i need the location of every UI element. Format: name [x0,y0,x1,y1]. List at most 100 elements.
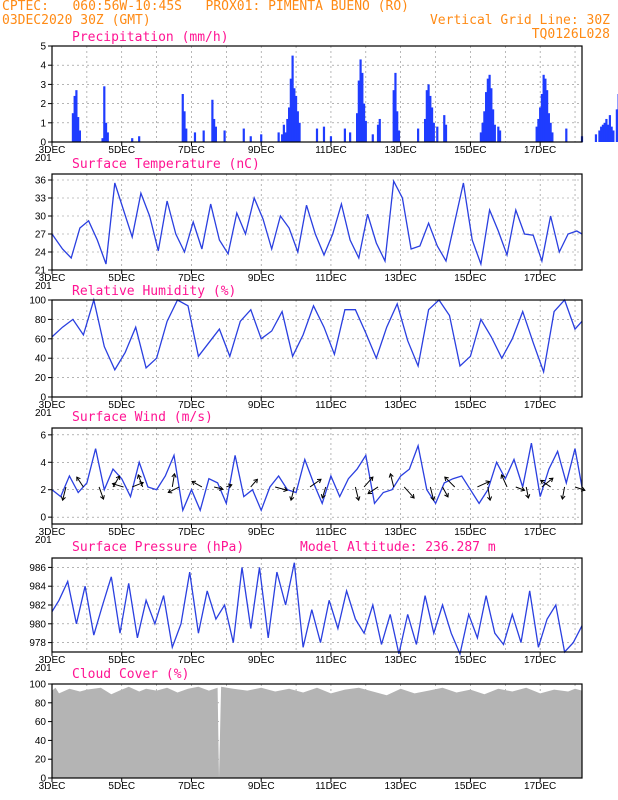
xtick-label: 9DEC [248,273,275,284]
precip-bar [444,124,448,142]
wind-vector [137,474,144,488]
wind-vector-head [539,479,545,485]
xtick-label: 17DEC [524,273,556,284]
ytick-label: 978 [29,638,46,649]
precip-bar [612,130,615,142]
wind-vector [515,486,525,491]
precip-bar [600,126,603,142]
xtick-label: 5DEC [108,145,135,156]
precip-bar [183,111,186,142]
wind-vector-head [115,475,121,481]
wind-vector [487,486,491,501]
precip-bar [605,118,608,142]
precip-bar [542,74,545,142]
ytick-label: 980 [29,619,46,630]
ytick-label: 5 [40,42,46,53]
wind-vector-head [227,483,233,489]
precip-bar [603,122,606,142]
precip-bar [361,72,364,142]
ytick-label: 80 [35,698,47,709]
wind-vector [389,473,395,488]
wind-vector [62,486,67,501]
panel-rh: 0 20 40 60 80 100 3DEC 5DEC 7DEC 9DEC 11DEC 13DEC 15… [29,284,583,419]
precip-bar [535,126,538,142]
ytick-label: 984 [29,582,46,593]
ytick-label: 0 [40,513,46,524]
precip-bar [185,128,188,142]
precip-bar [131,138,134,142]
panel-wind: 0 2 4 6 3DEC 5DEC 7DEC 9DEC 11DEC 13DEC 15DEC 17DEC… [35,410,586,546]
xtick-label: 11DEC [315,655,347,666]
precip-bar [362,103,366,142]
wind-vector-head [60,496,66,502]
precip-bar [394,72,397,142]
wind-vector [226,484,233,488]
wind-vector-head [485,480,491,486]
xtick-label: 3DEC [39,400,66,411]
ytick-label: 100 [29,296,46,307]
precip-bar [202,130,205,142]
precip-bar [493,124,496,142]
panel-cloud: 0 20 40 60 80 100 3DEC 5DEC 7DEC 9DEC 11DEC 13DEC 15… [29,667,583,792]
precip-bar [608,115,611,142]
precip-bar [242,128,245,142]
precip-bar [427,84,430,142]
panel-frame [51,173,583,271]
xtick-label: 15DEC [454,145,486,156]
ytick-label: 1 [40,118,46,129]
precip-bar [260,134,263,142]
header-model-id: TQ0126L028 [531,27,610,42]
wind-vector [112,483,124,488]
panel-precip: 0 1 2 3 4 5 3DEC 5DEC 7DEC 9DEC 11DEC 13DEC 15DEC 17D… [35,30,618,164]
precip-bar [486,78,489,142]
xtick-label: 11DEC [315,400,347,411]
wind-vector [191,481,203,488]
panel-bg [52,46,582,142]
panel-title: Relative Humidity (%) [72,284,236,299]
precip-bar [282,124,285,142]
panel-title: Surface Wind (m/s) [72,410,213,425]
precip-bar [213,118,216,142]
wind-vector-head [430,496,436,502]
xtick-label: 15DEC [454,273,486,284]
precip-bar [291,55,294,142]
panel-annotation: Model Altitude: 236.287 m [300,540,496,555]
precip-bar [349,132,352,142]
precip-bar [432,122,435,142]
ytick-label: 80 [35,315,47,326]
panel-pres: 978 980 982 984 986 3DEC 5DEC 7DEC 9DEC 11DEC 13DE… [29,540,583,674]
ytick-label: 2 [40,485,46,496]
precip-bar [594,134,598,142]
ytick-label: 2 [40,99,46,110]
panel-title: Cloud Cover (%) [72,667,189,682]
wind-vector [354,486,360,501]
wind-vector-head [320,493,326,499]
wind-vector-head [171,472,177,478]
xtick-label: 15DEC [454,527,486,538]
wind-vector [290,486,295,501]
xtick-label: 3DEC [39,145,66,156]
xtick-label: 7DEC [178,400,205,411]
precip-bar [329,136,333,142]
ytick-label: 3 [40,80,46,91]
xtick-label: 5DEC [108,781,135,792]
precip-bar [483,111,486,142]
precip-bar [277,132,280,142]
wind-vector [540,479,551,488]
ytick-label: 4 [40,61,46,72]
precip-bar [294,95,298,142]
wind-vector-head [368,476,374,482]
ytick-label: 21 [35,266,47,277]
xtick-label: 9DEC [248,781,275,792]
precip-bar [103,86,106,142]
precip-bar [429,95,432,142]
precip-bar [359,59,362,142]
wind-vector [321,486,327,499]
xtick-label: 17DEC [524,400,556,411]
precip-bar [106,132,109,142]
ytick-label: 982 [29,601,46,612]
ytick-label: 6 [40,430,46,441]
precip-bar [601,124,605,142]
precip-bar [75,90,78,142]
precip-bar [378,118,381,142]
